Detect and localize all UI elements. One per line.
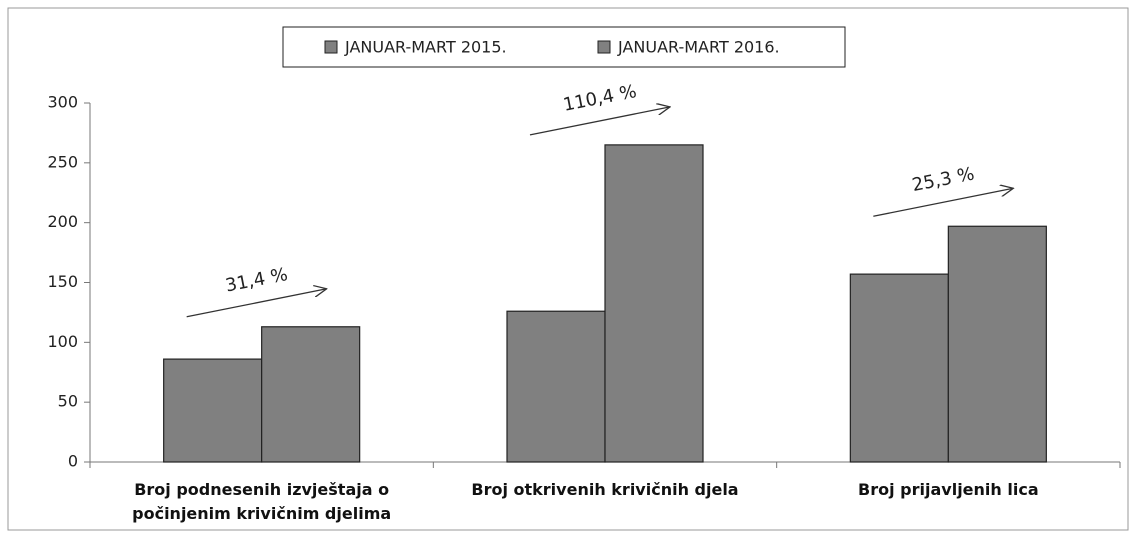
y-tick-label: 100	[47, 332, 78, 351]
y-tick-label: 250	[47, 152, 78, 171]
x-tick-label: Broj otkrivenih krivičnih djela	[471, 480, 739, 499]
bar	[261, 326, 361, 463]
bar	[506, 310, 606, 463]
y-tick-label: 150	[47, 272, 78, 291]
annotation-arrow	[186, 289, 327, 318]
x-tick-label: Broj prijavljenih lica	[858, 480, 1039, 499]
bar	[604, 144, 704, 463]
annotation: 110,4 %	[561, 81, 638, 116]
legend-swatch	[597, 40, 611, 54]
legend-swatch	[324, 40, 338, 54]
annotation: 31,4 %	[224, 264, 290, 297]
annotation-arrow	[529, 107, 670, 136]
annotation-arrow	[873, 188, 1013, 217]
chart-frame	[7, 7, 1129, 531]
bar	[849, 273, 949, 463]
x-tick-label: Broj podnesenih izvještaja o počinjenim …	[132, 480, 392, 523]
legend-label: JANUAR-MART 2015.	[344, 38, 507, 57]
annotation: 25,3 %	[910, 163, 976, 196]
legend-box	[282, 26, 846, 68]
y-tick-label: 0	[68, 452, 78, 471]
y-tick-label: 200	[47, 212, 78, 231]
y-tick-label: 50	[58, 392, 78, 411]
bar	[163, 358, 263, 463]
bar	[947, 225, 1047, 463]
legend-label: JANUAR-MART 2016.	[617, 38, 780, 57]
y-tick-label: 300	[47, 93, 78, 112]
